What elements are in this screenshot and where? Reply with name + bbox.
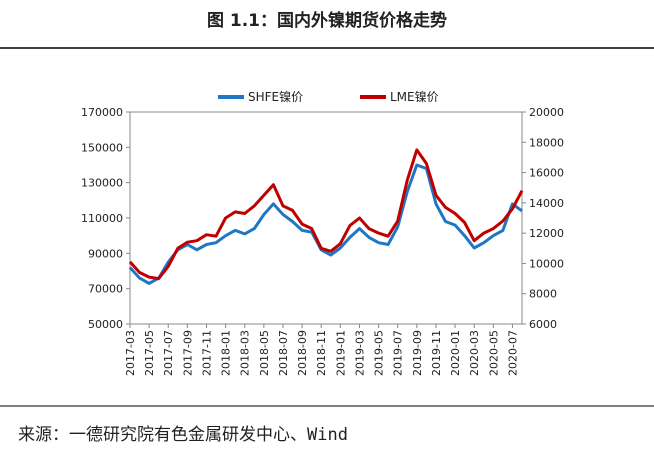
x-tick-label: 2017-07 — [162, 330, 175, 376]
x-tick-label: 2018-07 — [277, 330, 290, 376]
y2-tick-label: 6000 — [529, 318, 557, 331]
x-tick-label: 2017-03 — [124, 330, 137, 376]
x-tick-label: 2017-09 — [181, 330, 194, 376]
y-tick-label: 50000 — [88, 318, 123, 331]
series-line — [128, 148, 524, 281]
x-tick-label: 2019-05 — [373, 330, 386, 376]
x-tick-label: 2018-03 — [239, 330, 252, 376]
x-tick-label: 2019-11 — [430, 330, 443, 376]
y2-tick-label: 14000 — [529, 197, 564, 210]
x-tick-label: 2020-05 — [487, 330, 500, 376]
x-tick-label: 2020-03 — [468, 330, 481, 376]
y-tick-label: 130000 — [81, 177, 123, 190]
legend-label: LME镍价 — [390, 90, 439, 104]
x-tick-label: 2018-09 — [296, 330, 309, 376]
x-tick-label: 2019-01 — [334, 330, 347, 376]
x-tick-label: 2019-09 — [411, 330, 424, 376]
y-tick-label: 150000 — [81, 141, 123, 154]
y-tick-label: 110000 — [81, 212, 123, 225]
y-tick-label: 170000 — [81, 106, 123, 119]
series-line — [128, 163, 523, 285]
y2-tick-label: 20000 — [529, 106, 564, 119]
x-tick-label: 2019-03 — [353, 330, 366, 376]
x-tick-label: 2018-01 — [220, 330, 233, 376]
y2-tick-label: 8000 — [529, 288, 557, 301]
plot-frame — [129, 111, 523, 325]
x-tick-label: 2017-11 — [200, 330, 213, 376]
x-tick-label: 2018-11 — [315, 330, 328, 376]
y2-tick-label: 10000 — [529, 257, 564, 270]
y2-tick-label: 18000 — [529, 136, 564, 149]
y-tick-label: 90000 — [88, 247, 123, 260]
legend-label: SHFE镍价 — [248, 90, 303, 104]
x-tick-label: 2020-01 — [449, 330, 462, 376]
x-tick-label: 2020-07 — [506, 330, 519, 376]
y-tick-label: 70000 — [88, 283, 123, 296]
x-tick-label: 2018-05 — [258, 330, 271, 376]
chart-title: 图 1.1：国内外镍期货价格走势 — [207, 10, 447, 31]
y2-tick-label: 16000 — [529, 167, 564, 180]
x-tick-label: 2019-07 — [392, 330, 405, 376]
x-tick-label: 2017-05 — [143, 330, 156, 376]
y2-tick-label: 12000 — [529, 227, 564, 240]
source-note: 来源：一德研究院有色金属研发中心、Wind — [18, 425, 348, 445]
